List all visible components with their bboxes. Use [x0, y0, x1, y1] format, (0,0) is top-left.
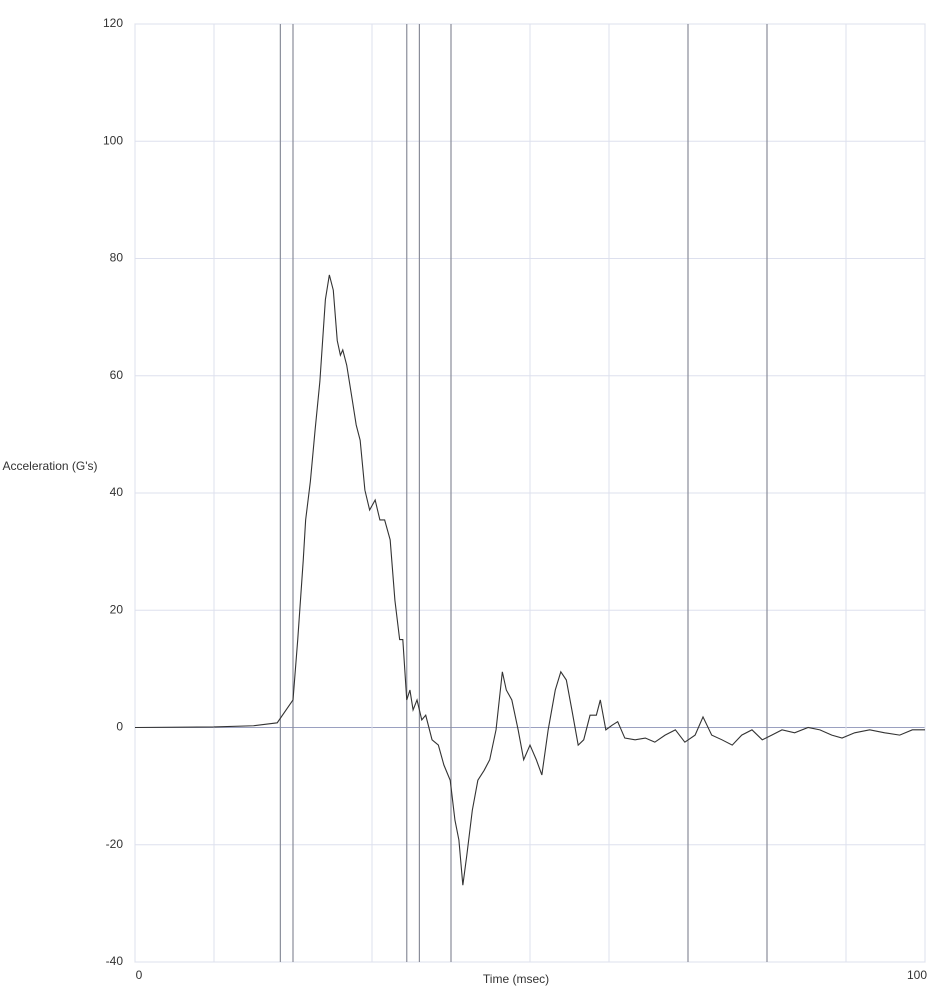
y-tick-label: -40: [106, 954, 124, 968]
y-tick-label: 40: [110, 485, 124, 499]
x-tick-label: 100: [907, 968, 927, 982]
y-tick-label: 20: [110, 602, 124, 616]
y-tick-label: 80: [110, 251, 124, 265]
y-tick-label: 100: [103, 133, 123, 147]
y-tick-label: 0: [116, 720, 123, 734]
x-tick-label: 0: [136, 968, 143, 982]
data-line: [134, 274, 925, 886]
y-tick-label: 120: [103, 16, 123, 30]
y-tick-label: -20: [106, 837, 124, 851]
y-axis-label: Acceleration (G's): [2, 459, 98, 473]
y-tick-label: 60: [110, 368, 124, 382]
x-axis-label: Time (msec): [483, 972, 549, 986]
